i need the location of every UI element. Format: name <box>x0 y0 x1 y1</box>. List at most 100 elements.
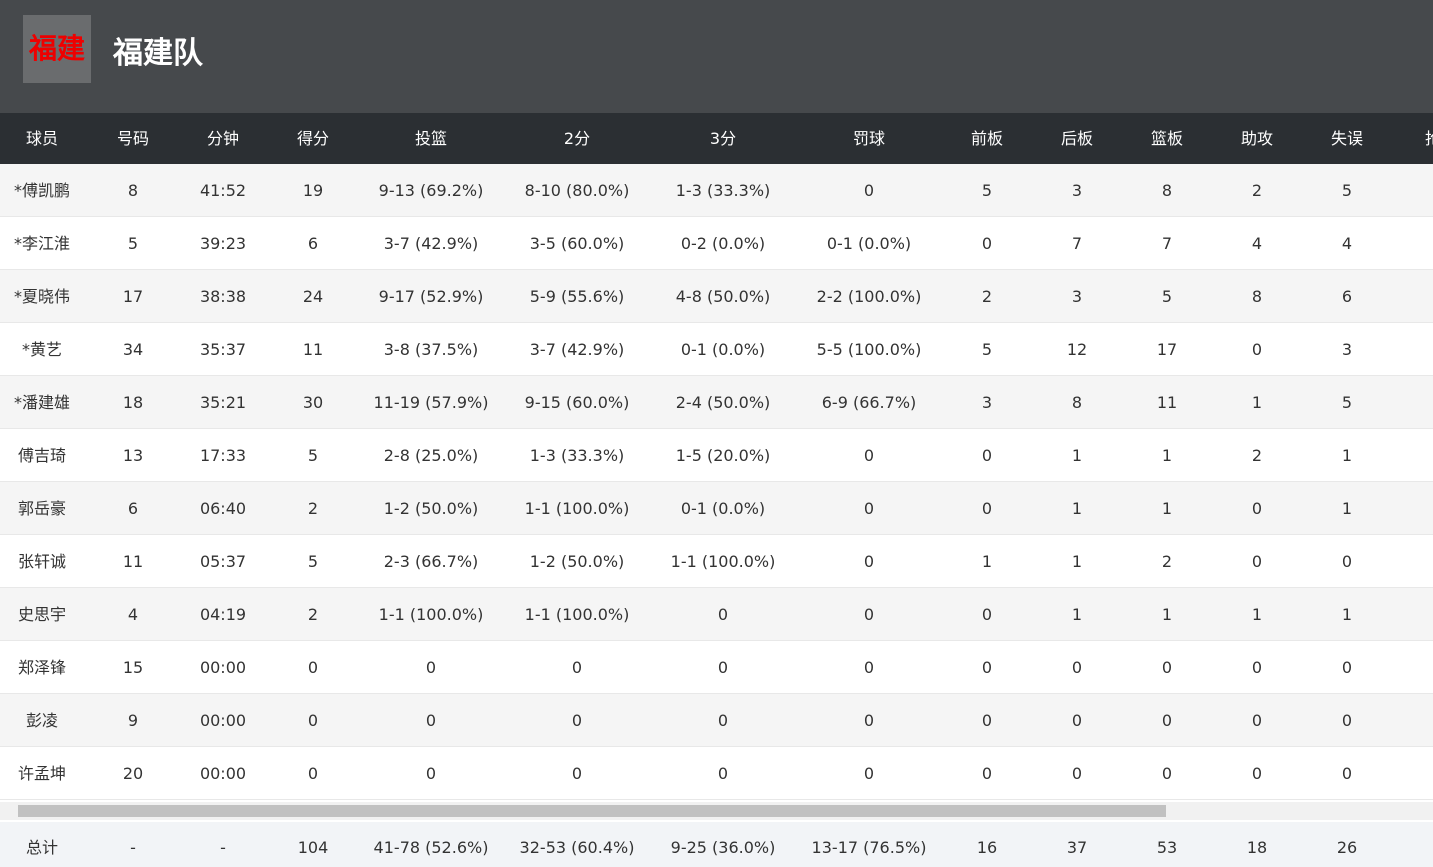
table-cell: 0 <box>571 658 583 677</box>
table-cell: 0 <box>571 764 583 783</box>
column-header: 投篮 <box>414 129 448 148</box>
total-cell: 32-53 (60.4%) <box>519 838 635 857</box>
table-cell: 06:40 <box>199 499 247 518</box>
table-cell: 15 <box>122 658 144 677</box>
table-cell: 0 <box>425 658 437 677</box>
horizontal-scrollbar[interactable] <box>0 802 1433 820</box>
table-cell: 8-10 (80.0%) <box>524 181 630 200</box>
table-cell: 1 <box>1251 393 1263 412</box>
player-row: *傅凯鹏 8 41:52 19 9-13 (69.2%) 8-10 (80.0%) 1-3 … <box>0 164 1433 217</box>
column-header: 前板 <box>970 129 1004 148</box>
table-cell: 1 <box>1071 552 1083 571</box>
table-cell: 2-2 (100.0%) <box>816 287 922 306</box>
total-cell: 26 <box>1336 838 1358 857</box>
table-cell: 38:38 <box>199 287 247 306</box>
table-cell: 17 <box>1156 340 1178 359</box>
table-cell: 0 <box>1071 764 1083 783</box>
table-cell: 9-17 (52.9%) <box>378 287 484 306</box>
scroll-thumb[interactable] <box>18 805 1166 817</box>
table-cell: 13 <box>122 446 144 465</box>
table-cell: 05:37 <box>199 552 247 571</box>
table-cell: 0 <box>571 711 583 730</box>
table-cell: 0 <box>1251 499 1263 518</box>
table-cell: 0 <box>307 658 319 677</box>
table-cell: *黄艺 <box>21 340 63 359</box>
table-cell: 2-8 (25.0%) <box>383 446 479 465</box>
table-cell: 1 <box>1341 605 1353 624</box>
total-cell: 41-78 (52.6%) <box>373 838 489 857</box>
table-cell: 0 <box>1251 711 1263 730</box>
player-row: 郑泽锋 15 00:00 0 0 0 0 0 0 0 0 0 0 <box>0 641 1433 694</box>
column-header: 助攻 <box>1240 129 1274 148</box>
column-header: 抢 <box>1425 113 1433 164</box>
table-cell: 8 <box>1161 181 1173 200</box>
table-cell: 0 <box>863 552 875 571</box>
table-cell: 0 <box>1071 711 1083 730</box>
table-cell: 1 <box>1071 499 1083 518</box>
table-cell: 4 <box>1251 234 1263 253</box>
table-cell: 1-2 (50.0%) <box>383 499 479 518</box>
column-header: 3分 <box>709 129 737 148</box>
team-logo: 福建 <box>23 15 91 83</box>
table-cell: 0 <box>863 764 875 783</box>
column-header: 号码 <box>116 129 150 148</box>
table-cell: 1-3 (33.3%) <box>529 446 625 465</box>
table-cell: 00:00 <box>199 658 247 677</box>
total-cell: 总计 <box>25 838 59 857</box>
table-cell: 17 <box>122 287 144 306</box>
table-cell: *傅凯鹏 <box>13 181 71 200</box>
table-cell: 郑泽锋 <box>17 658 67 677</box>
table-cell: 5 <box>1161 287 1173 306</box>
column-header: 后板 <box>1060 129 1094 148</box>
table-cell: 11 <box>122 552 144 571</box>
table-cell: 0-1 (0.0%) <box>680 340 766 359</box>
team-name: 福建队 <box>113 36 203 71</box>
table-cell: 00:00 <box>199 711 247 730</box>
table-cell: 30 <box>302 393 324 412</box>
table-cell: 5 <box>981 181 993 200</box>
table-cell: 7 <box>1161 234 1173 253</box>
table-cell: 1-3 (33.3%) <box>675 181 771 200</box>
table-cell: 1 <box>1341 446 1353 465</box>
table-cell: 8 <box>1251 287 1263 306</box>
table-cell: 0 <box>981 499 993 518</box>
table-cell: 0 <box>863 499 875 518</box>
table-cell: 17:33 <box>199 446 247 465</box>
total-row: 总计 - - 104 41-78 (52.6%) 32-53 (60.4%) 9-25 (3… <box>0 822 1433 867</box>
total-cell: 104 <box>297 838 329 857</box>
total-cell: 37 <box>1066 838 1088 857</box>
table-cell: 35:21 <box>199 393 247 412</box>
table-cell: 0 <box>307 764 319 783</box>
table-cell: 0 <box>717 711 729 730</box>
table-cell: 8 <box>1071 393 1083 412</box>
table-cell: 0-1 (0.0%) <box>826 234 912 253</box>
total-cell: 18 <box>1246 838 1268 857</box>
table-cell: 郭岳豪 <box>17 499 67 518</box>
table-cell: 7 <box>1071 234 1083 253</box>
table-cell: 6 <box>127 499 139 518</box>
table-cell: 5-5 (100.0%) <box>816 340 922 359</box>
table-cell: 0 <box>1251 658 1263 677</box>
table-cell: 1 <box>1071 605 1083 624</box>
table-cell: 3 <box>1341 340 1353 359</box>
table-cell: 4 <box>1341 234 1353 253</box>
table-cell: 2 <box>981 287 993 306</box>
table-cell: 0 <box>1341 764 1353 783</box>
table-cell: 1 <box>1341 499 1353 518</box>
table-cell: 0 <box>863 446 875 465</box>
column-header: 球员 <box>25 129 59 148</box>
table-cell: 8 <box>127 181 139 200</box>
table-cell: 3 <box>981 393 993 412</box>
table-cell: 24 <box>302 287 324 306</box>
total-cell: - <box>130 838 136 857</box>
column-header: 2分 <box>563 129 591 148</box>
table-cell: 0 <box>307 711 319 730</box>
table-cell: 3-7 (42.9%) <box>529 340 625 359</box>
table-cell: 12 <box>1066 340 1088 359</box>
table-cell: 34 <box>122 340 144 359</box>
table-cell: 0 <box>425 764 437 783</box>
player-row: 傅吉琦 13 17:33 5 2-8 (25.0%) 1-3 (33.3%) 1-5 (20… <box>0 429 1433 482</box>
table-cell: 0 <box>1071 658 1083 677</box>
table-cell: 5-9 (55.6%) <box>529 287 625 306</box>
